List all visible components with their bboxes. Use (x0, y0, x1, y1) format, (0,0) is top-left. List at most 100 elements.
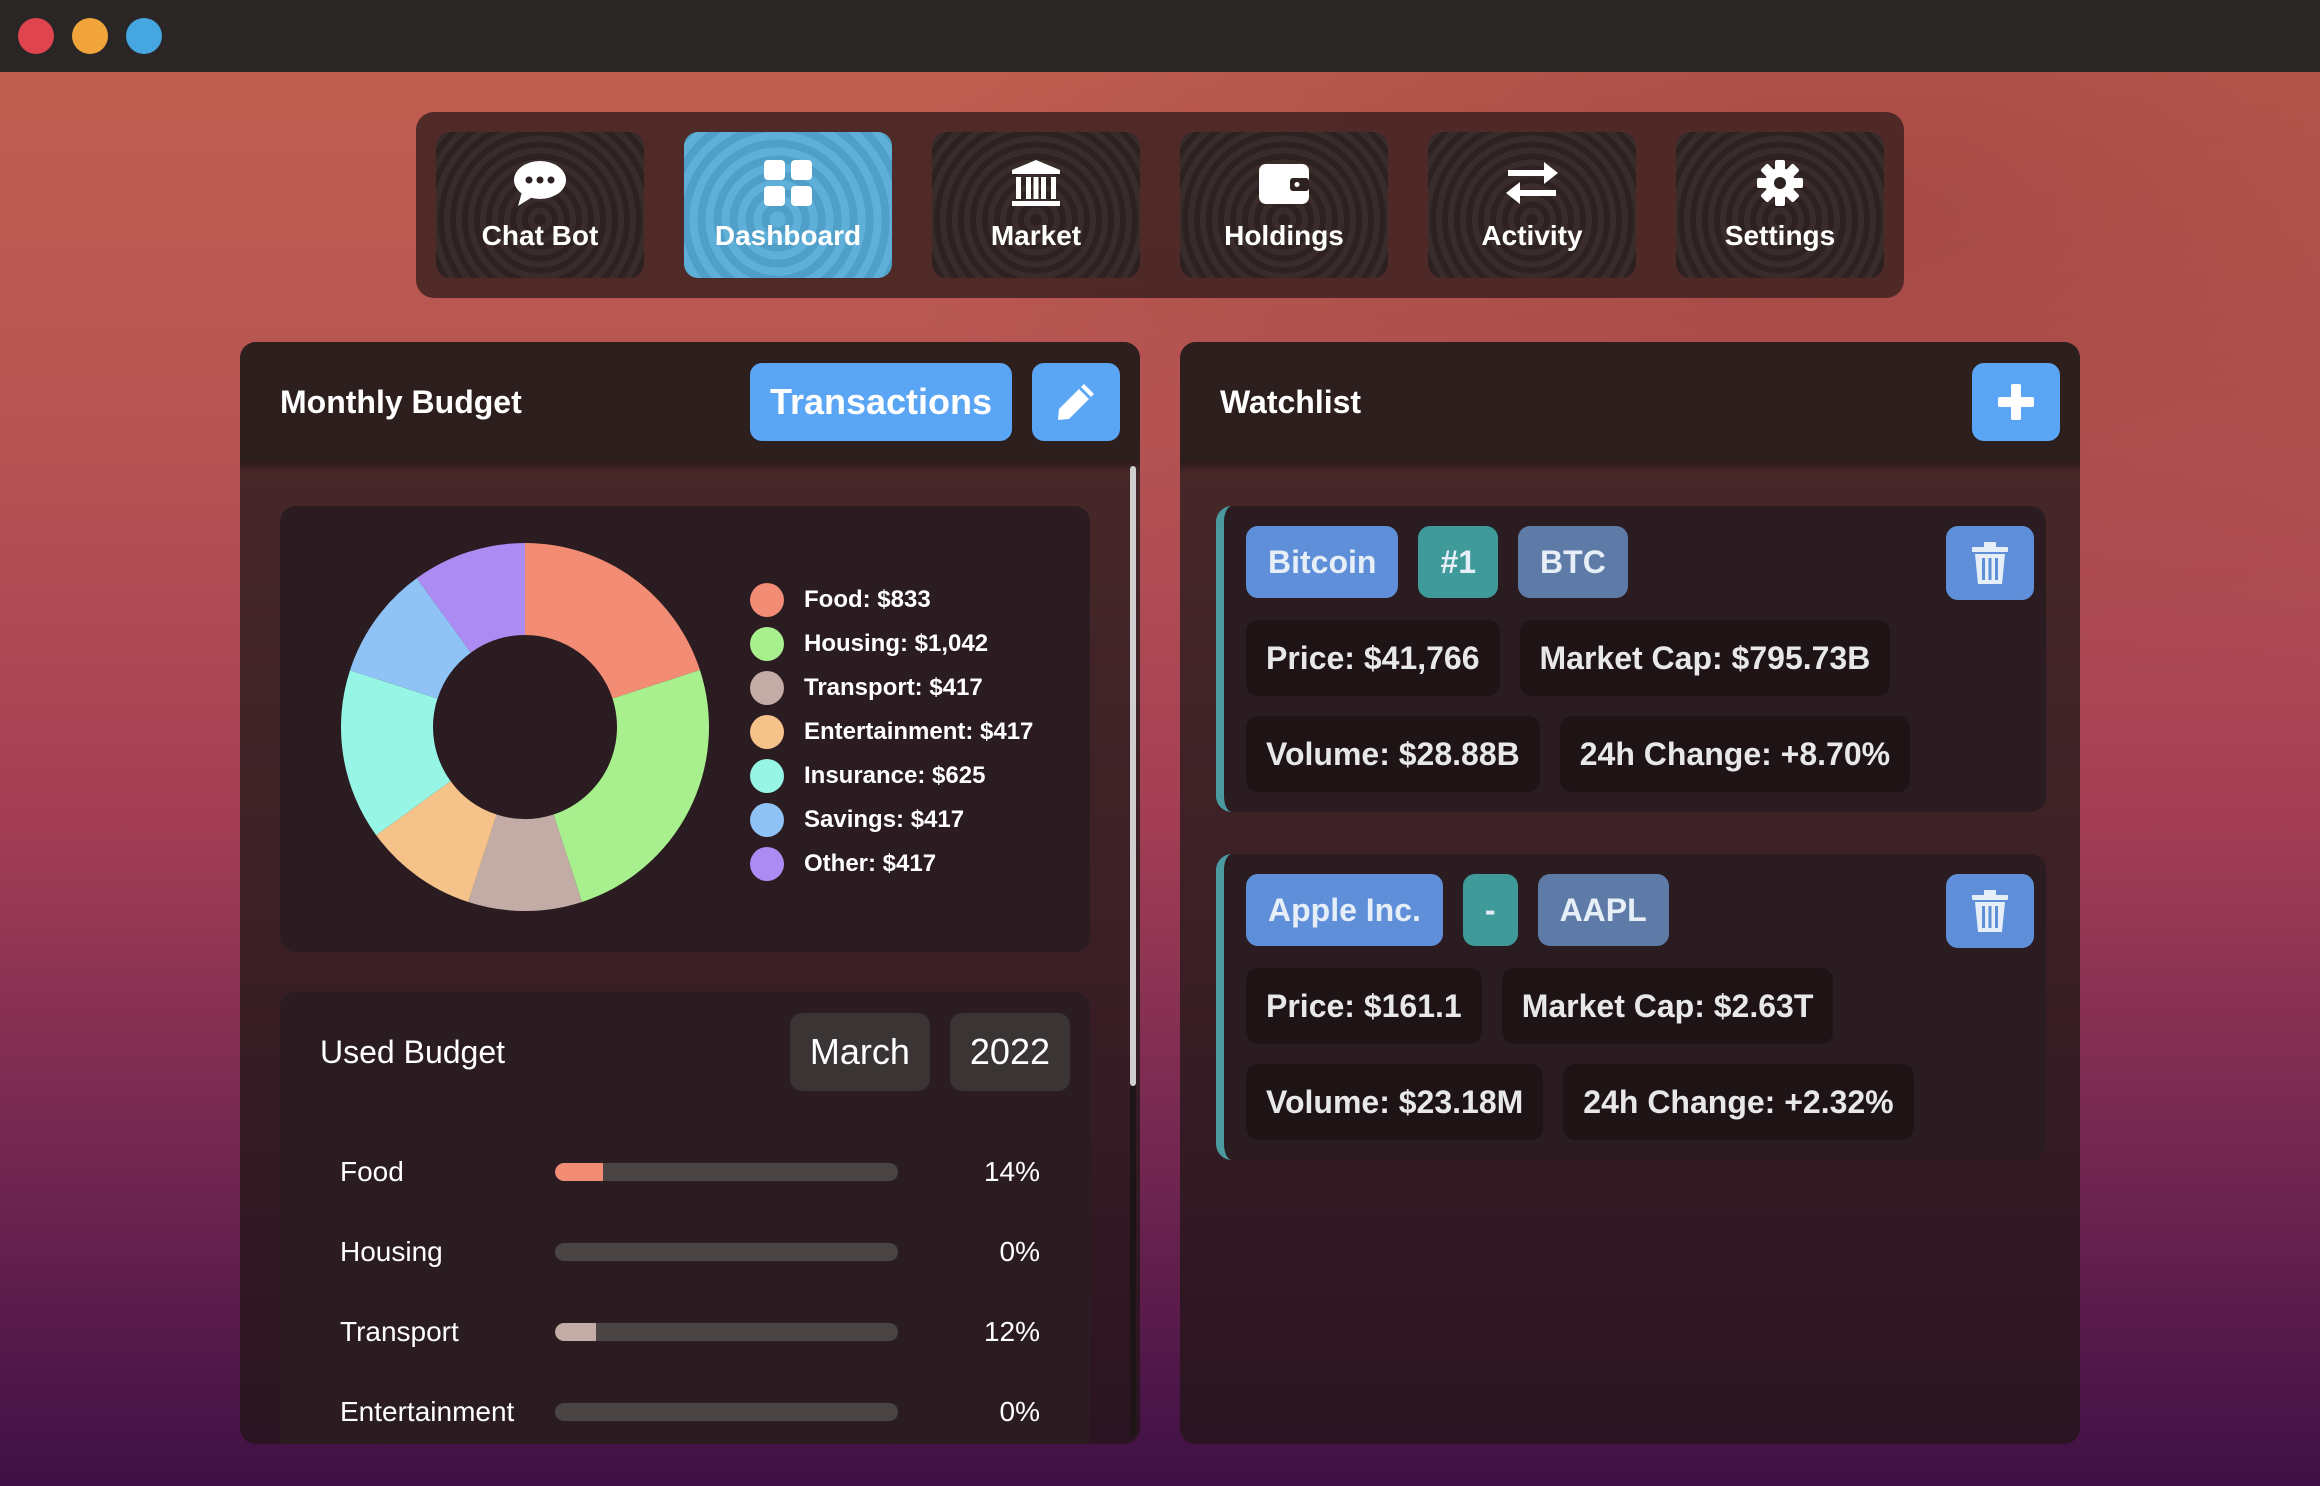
transactions-button[interactable]: Transactions (750, 363, 1012, 441)
swap-arrows-icon (1506, 162, 1558, 204)
budget-header: Monthly Budget Transactions (240, 342, 1140, 472)
asset-symbol-tag: AAPL (1537, 874, 1669, 946)
legend-label: Savings: $417 (804, 806, 965, 833)
maximize-window-button[interactable] (126, 18, 162, 54)
watchlist-item: Bitcoin #1 BTC Price: $41,766 Market Cap… (1216, 506, 2046, 812)
nav-holdings[interactable]: Holdings (1180, 132, 1388, 278)
legend-item: Food: $833 (750, 578, 1033, 622)
nav-label: Dashboard (714, 220, 862, 251)
budget-row: Entertainment 0% (340, 1372, 1040, 1444)
budget-category: Entertainment (340, 1396, 515, 1427)
asset-rank-tag: - (1462, 874, 1518, 946)
asset-market-cap: Market Cap: $2.63T (1501, 968, 1834, 1044)
legend-label: Transport: $417 (804, 674, 983, 701)
used-budget-rows: Food 14% Housing 0% Transport 12% Entertainmen… (340, 1132, 1040, 1444)
close-window-button[interactable] (18, 18, 54, 54)
legend-swatch (750, 583, 784, 617)
budget-legend: Food: $833 Housing: $1,042 Transport: $417… (750, 578, 1033, 886)
delete-watchlist-item-button[interactable] (1946, 526, 2034, 600)
watchlist-header: Watchlist (1180, 342, 2080, 472)
legend-swatch (750, 715, 784, 749)
year-selector[interactable]: 2022 (949, 1013, 1070, 1091)
donut-slice-savings (349, 578, 471, 699)
budget-donut-chart (341, 543, 709, 911)
asset-name-tag[interactable]: Bitcoin (1246, 526, 1399, 598)
legend-item: Savings: $417 (750, 798, 1033, 842)
delete-watchlist-item-button[interactable] (1946, 874, 2034, 948)
budget-progress-fill (554, 1163, 603, 1181)
watchlist-panel: Watchlist Bitcoin #1 BTC Price: $41,766 … (1180, 342, 2080, 1444)
budget-scrollbar[interactable] (1130, 466, 1136, 1436)
used-budget-header: Used Budget March 2022 (320, 1012, 1070, 1092)
budget-category: Housing (340, 1236, 443, 1267)
nav-label: Settings (1724, 220, 1836, 251)
nav-chat-bot[interactable]: Chat Bot (436, 132, 644, 278)
donut-slice-other (416, 543, 525, 653)
legend-swatch (750, 671, 784, 705)
legend-swatch (750, 847, 784, 881)
legend-item: Transport: $417 (750, 666, 1033, 710)
main-nav: Chat Bot Dashboard Market Holdings Activ… (416, 112, 1904, 298)
legend-label: Entertainment: $417 (804, 718, 1034, 745)
used-budget-title: Used Budget (320, 1033, 506, 1070)
legend-label: Other: $417 (804, 850, 937, 877)
asset-price: Price: $161.1 (1246, 968, 1482, 1044)
gear-icon (1757, 160, 1803, 206)
budget-percent: 0% (999, 1396, 1041, 1427)
grid-icon (764, 160, 812, 206)
legend-swatch (750, 759, 784, 793)
nav-label: Holdings (1224, 220, 1344, 251)
budget-percent: 14% (983, 1156, 1041, 1187)
monthly-budget-panel: Monthly Budget Transactions Food: $833 Ho… (240, 342, 1140, 1444)
month-selector[interactable]: March (789, 1013, 930, 1091)
donut-slice-housing (553, 669, 709, 902)
asset-volume: Volume: $23.18M (1246, 1064, 1544, 1140)
nav-market[interactable]: Market (932, 132, 1140, 278)
asset-24h-change: 24h Change: +8.70% (1559, 716, 1911, 792)
budget-row: Food 14% (340, 1132, 1040, 1212)
legend-label: Insurance: $625 (804, 762, 986, 789)
budget-percent: 0% (999, 1236, 1041, 1267)
nav-label: Chat Bot (481, 220, 599, 251)
edit-budget-button[interactable] (1032, 363, 1120, 441)
legend-item: Entertainment: $417 (750, 710, 1033, 754)
nav-label: Market (990, 220, 1082, 251)
budget-row: Transport 12% (340, 1292, 1040, 1372)
wallet-icon (1259, 164, 1309, 204)
budget-progress-bar (554, 1243, 899, 1261)
nav-label: Activity (1481, 220, 1583, 251)
asset-rank-tag: #1 (1418, 526, 1499, 598)
trash-icon (1972, 890, 2008, 932)
legend-item: Housing: $1,042 (750, 622, 1033, 666)
legend-swatch (750, 627, 784, 661)
asset-market-cap: Market Cap: $795.73B (1519, 620, 1891, 696)
legend-label: Food: $833 (804, 586, 931, 613)
budget-progress-bar (554, 1323, 899, 1341)
asset-price: Price: $41,766 (1246, 620, 1500, 696)
donut-slice-insurance (341, 670, 451, 836)
minimize-window-button[interactable] (72, 18, 108, 54)
donut-slice-food (525, 543, 700, 699)
nav-dashboard[interactable]: Dashboard (684, 132, 892, 278)
trash-icon (1972, 542, 2008, 584)
add-watchlist-button[interactable] (1972, 363, 2060, 441)
donut-slice-entertainment (376, 781, 497, 903)
nav-activity[interactable]: Activity (1428, 132, 1636, 278)
budget-category: Transport (340, 1316, 459, 1347)
nav-settings[interactable]: Settings (1676, 132, 1884, 278)
legend-swatch (750, 803, 784, 837)
asset-symbol-tag: BTC (1518, 526, 1628, 598)
budget-row: Housing 0% (340, 1212, 1040, 1292)
watchlist-title: Watchlist (1220, 383, 1362, 420)
budget-chart-card: Food: $833 Housing: $1,042 Transport: $417… (280, 506, 1090, 952)
asset-name-tag[interactable]: Apple Inc. (1246, 874, 1443, 946)
pencil-icon (1058, 384, 1094, 420)
plus-icon (1998, 384, 2034, 420)
asset-volume: Volume: $28.88B (1246, 716, 1540, 792)
budget-percent: 12% (983, 1316, 1041, 1347)
legend-label: Housing: $1,042 (804, 630, 989, 657)
budget-title: Monthly Budget (280, 383, 522, 420)
used-budget-card: Used Budget March 2022 Food 14% Housing 0% T… (280, 992, 1090, 1444)
budget-progress-bar (554, 1163, 899, 1181)
scroll-thumb[interactable] (1130, 466, 1136, 1086)
